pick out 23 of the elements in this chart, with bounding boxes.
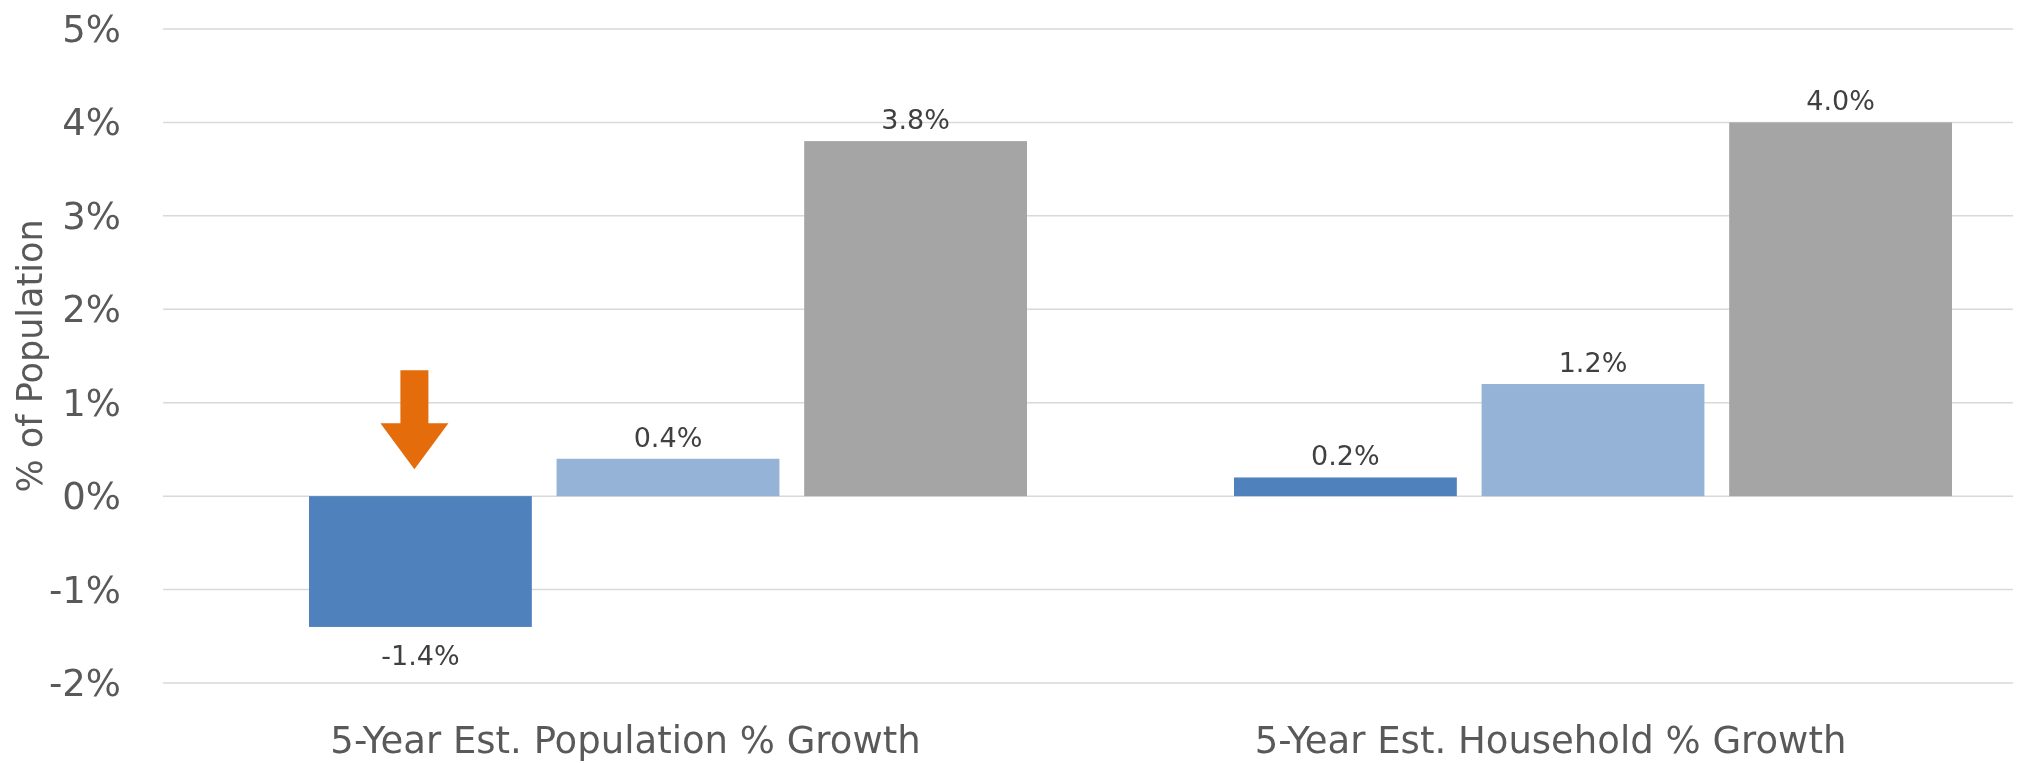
bar xyxy=(804,141,1027,497)
bar xyxy=(1234,477,1457,497)
y-tick-label: 0% xyxy=(62,475,121,519)
data-label: -1.4% xyxy=(381,639,460,671)
y-tick-label: 4% xyxy=(62,101,121,145)
data-label: 0.2% xyxy=(1311,440,1380,472)
x-tick-label: 5-Year Est. Household % Growth xyxy=(1254,719,1847,762)
y-tick-label: 5% xyxy=(62,7,121,51)
x-tick-label: 5-Year Est. Population % Growth xyxy=(330,719,921,762)
bar xyxy=(556,458,780,497)
data-label: 1.2% xyxy=(1558,347,1628,379)
bar xyxy=(1729,122,1952,497)
bar xyxy=(309,496,532,627)
y-tick-label: 2% xyxy=(62,288,121,332)
data-label: 0.4% xyxy=(633,421,703,453)
bar xyxy=(1481,384,1705,497)
y-tick-label: -1% xyxy=(48,568,121,612)
y-tick-label: 3% xyxy=(62,194,121,238)
y-tick-label: -2% xyxy=(48,661,121,705)
data-label: 3.8% xyxy=(881,104,950,136)
y-axis-title: % of Population xyxy=(10,219,50,493)
data-label: 4.0% xyxy=(1806,85,1875,117)
y-tick-label: 1% xyxy=(62,381,121,425)
